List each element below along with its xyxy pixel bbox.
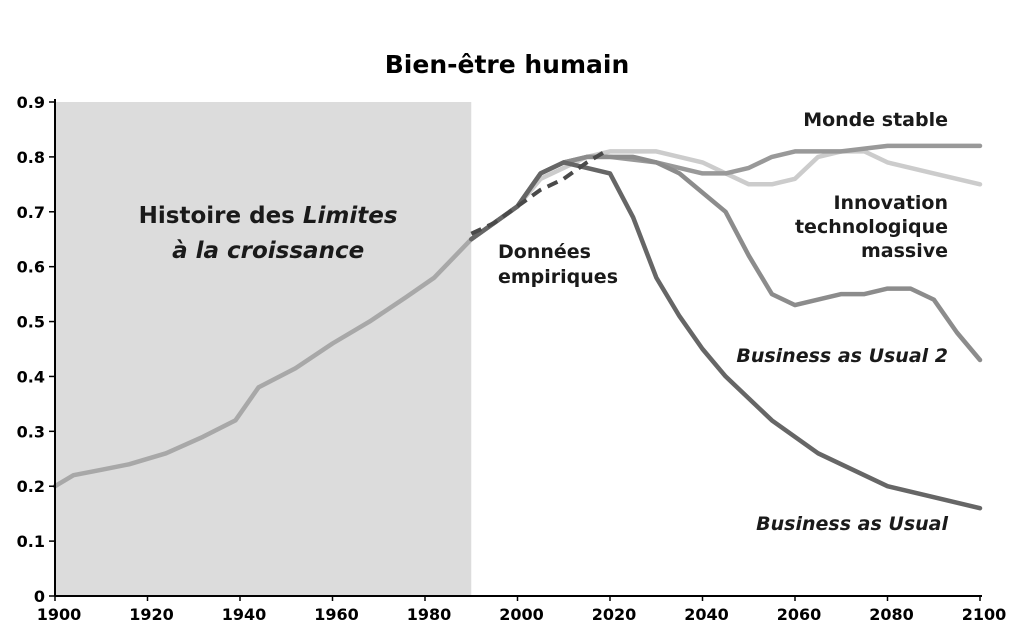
series-label-line: Monde stable (803, 109, 948, 131)
series-line-donn-es-empiriques (470, 149, 607, 236)
y-tick-label: 0.7 (17, 203, 45, 222)
series-label-business-as-usual-2: Business as Usual 2 (736, 345, 948, 367)
series-label-line: Données (498, 241, 591, 263)
x-tick-label: 2020 (592, 605, 637, 624)
x-tick-label: 1900 (37, 605, 82, 624)
x-tick-label: 2100 (962, 605, 1007, 624)
series-label-business-as-usual: Business as Usual (756, 513, 948, 535)
series-label-donn-es-empiriques: Données empiriques (498, 241, 618, 288)
y-tick-label: 0 (34, 587, 45, 606)
historical-region-label-line2: à la croissance (172, 238, 364, 264)
series-label-innovation-technologique-massive: Innovation technologique massive (795, 192, 948, 262)
x-tick-label: 1980 (407, 605, 452, 624)
y-tick-label: 0.5 (17, 313, 45, 332)
x-tick-label: 2040 (684, 605, 729, 624)
y-tick-label: 0.9 (17, 93, 45, 112)
historical-region-label-line1: Histoire des Limites (139, 203, 398, 229)
y-tick-label: 0.2 (17, 477, 45, 496)
x-tick-label: 1960 (314, 605, 359, 624)
series-label-monde-stable: Monde stable (803, 109, 948, 131)
y-tick-label: 0.6 (17, 258, 45, 277)
series-label-line: empiriques (498, 266, 618, 288)
series-labels: Données empiriques Monde stable Innovation t… (498, 109, 948, 535)
axes-layer: 0 0.1 0.2 0.3 0.4 0.5 0.6 0.7 0.8 0.9 1900 1920 1940… (17, 93, 1007, 624)
x-tick-label: 2000 (499, 605, 544, 624)
x-tick-label: 2060 (777, 605, 822, 624)
historical-label-italic: Limites (303, 203, 398, 229)
y-tick-label: 0.1 (17, 532, 45, 551)
x-tick-label: 1920 (129, 605, 174, 624)
y-tick-label: 0.4 (17, 367, 45, 386)
series-line-business-as-usual-2 (469, 154, 983, 363)
series-line-business-as-usual (469, 160, 983, 511)
y-tick-label: 0.8 (17, 148, 45, 167)
series-label-line: Innovation (833, 192, 948, 214)
historical-label-prefix: Histoire des (139, 203, 303, 229)
chart-title: Bien-être humain (385, 50, 630, 79)
series-label-line: massive (861, 240, 948, 262)
series-label-line: technologique (795, 216, 948, 238)
series-label-line: Business as Usual 2 (736, 345, 948, 367)
series-label-line: Business as Usual (756, 513, 948, 535)
historical-region (55, 102, 472, 596)
y-tick-label: 0.3 (17, 422, 45, 441)
x-tick-label: 2080 (869, 605, 914, 624)
x-tick-label: 1940 (222, 605, 267, 624)
series-layer (52, 143, 983, 511)
series-line-innovation-technologique-massive (469, 149, 983, 242)
series-line-historique (52, 236, 474, 489)
